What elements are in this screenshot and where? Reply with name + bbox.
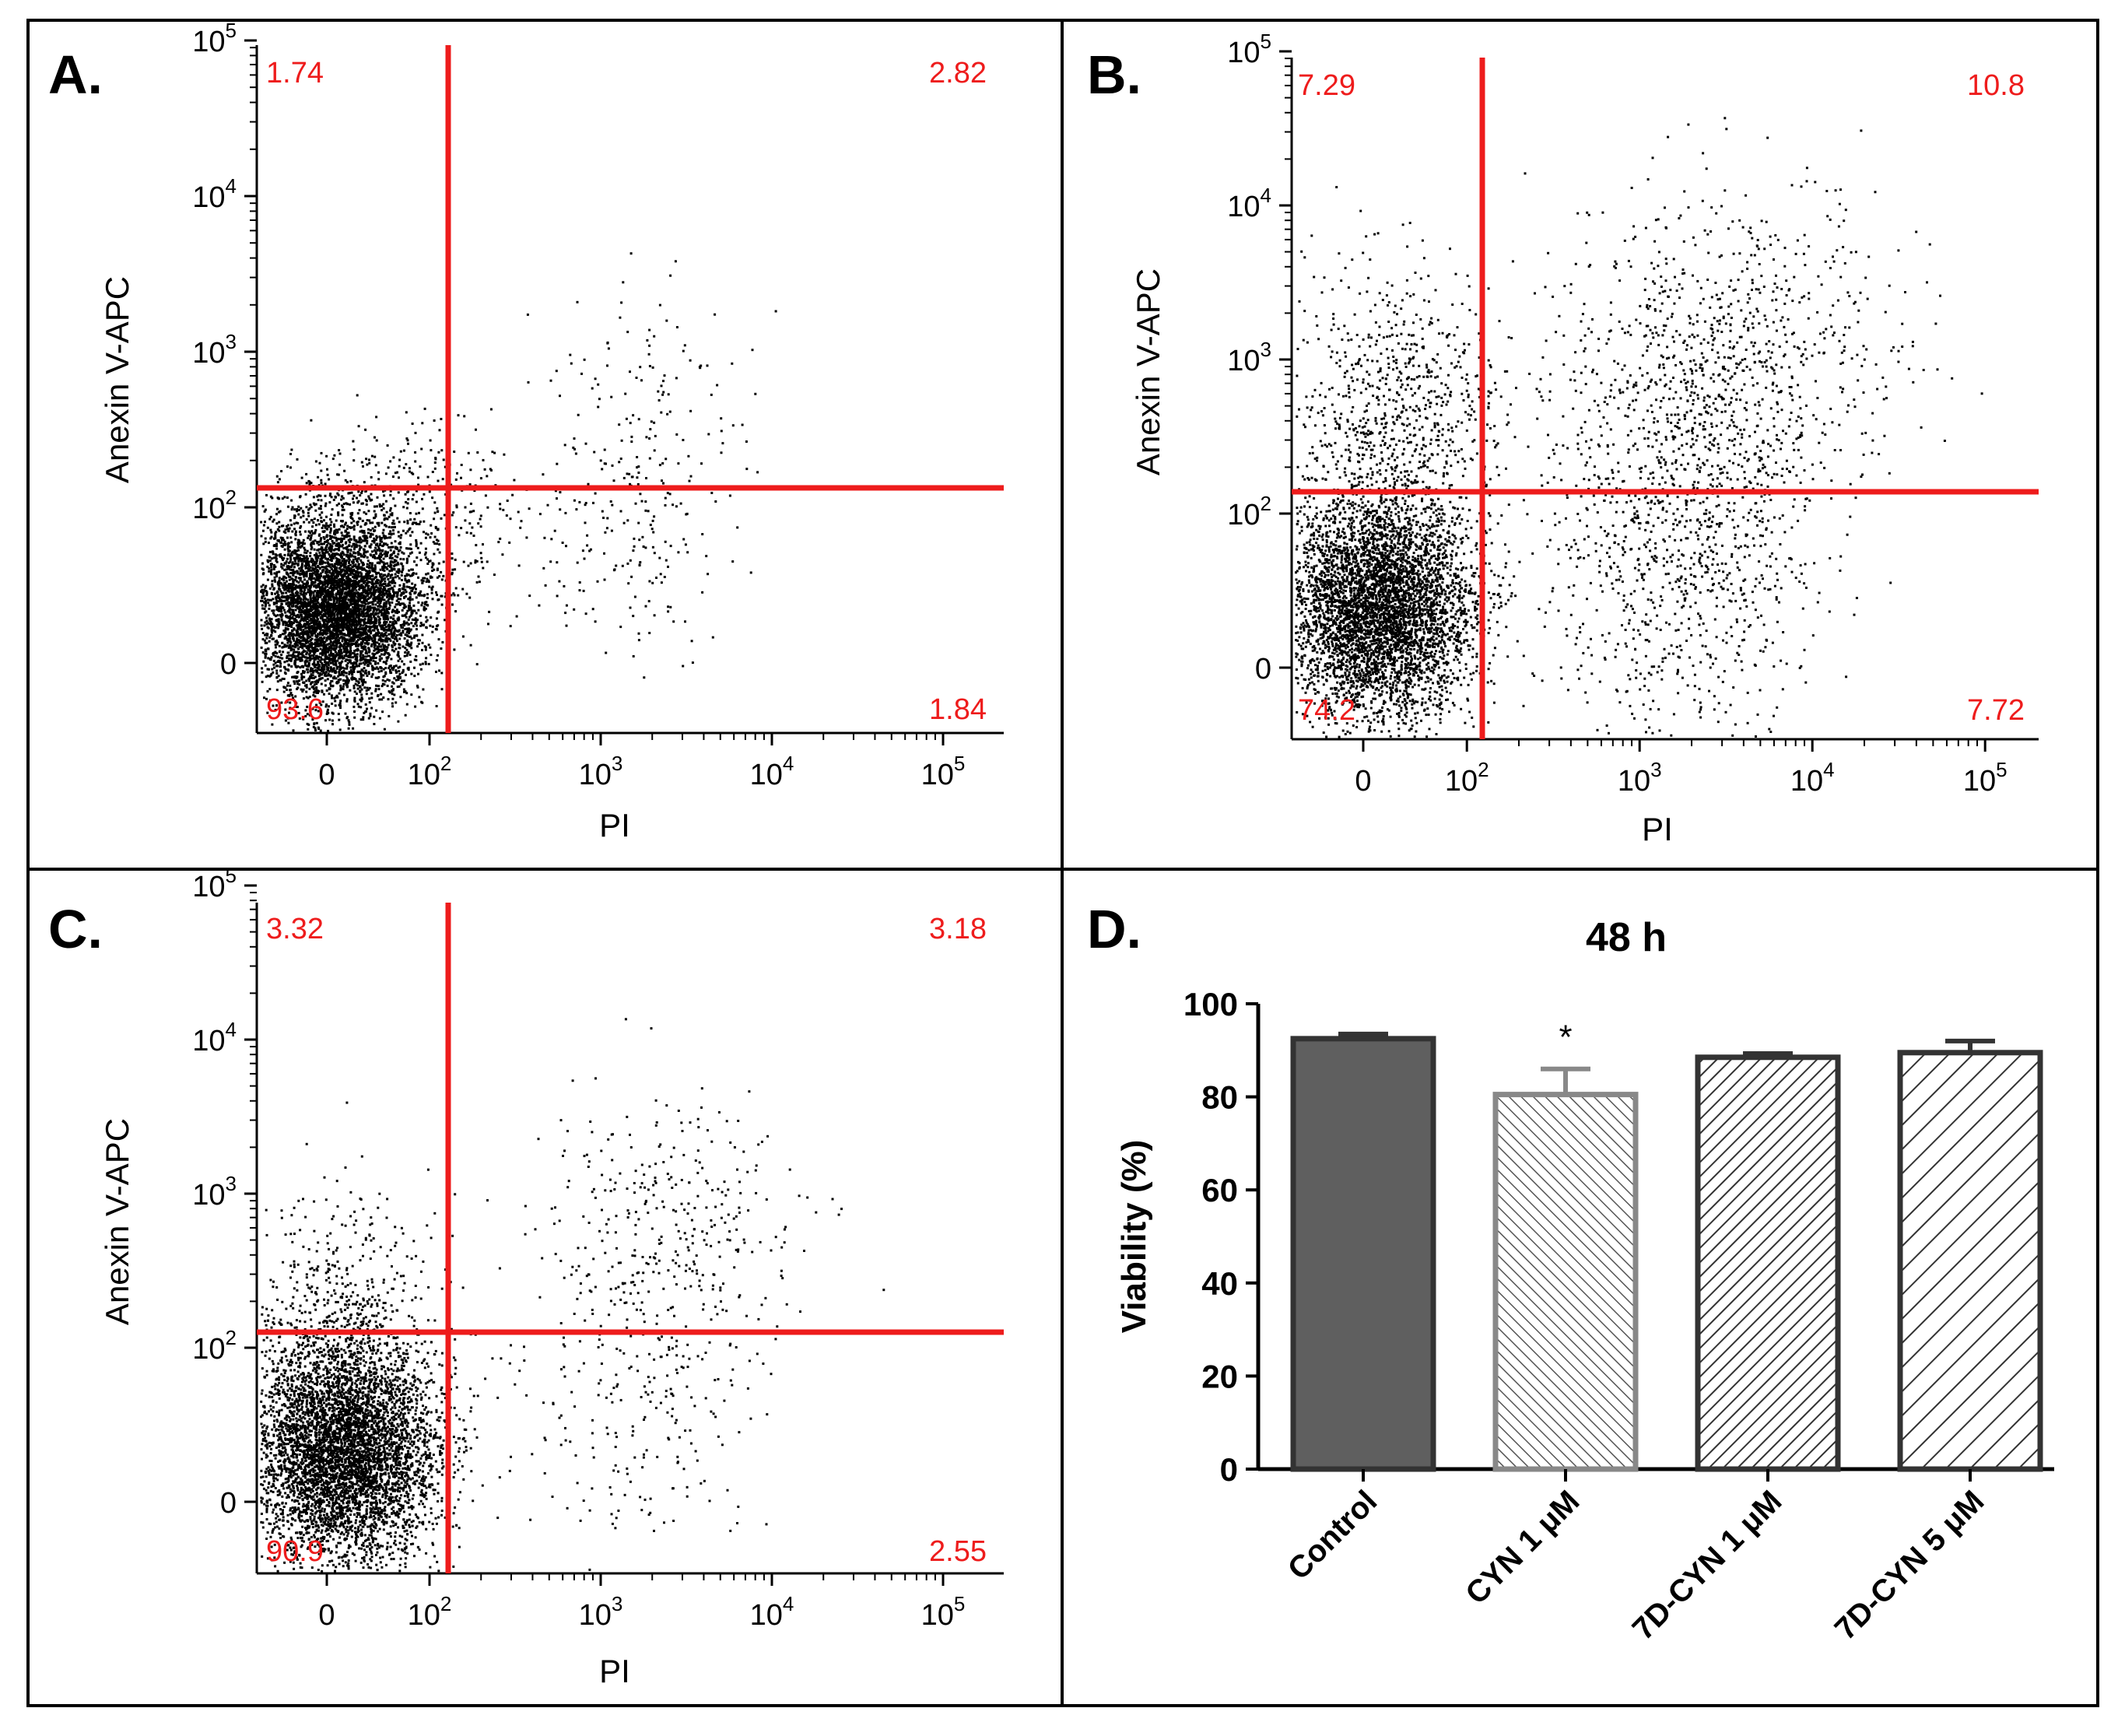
- y-tick-label: 0: [1220, 1451, 1238, 1488]
- x-axis-label: PI: [599, 807, 630, 843]
- x-tick-label: 0: [318, 759, 335, 791]
- quadrant-lower-right: 2.55: [929, 1535, 987, 1568]
- y-tick-label: 80: [1201, 1079, 1238, 1116]
- y-tick-label: 100: [1183, 986, 1238, 1022]
- x-axis-label: PI: [1642, 811, 1673, 847]
- panel-label: D.: [1087, 899, 1141, 959]
- y-axis-label: Anexin V-APC: [99, 1118, 135, 1325]
- quadrant-lower-left: 93.6: [266, 693, 324, 726]
- event-dots: [260, 1018, 885, 1573]
- x-tick-label: 104: [1790, 758, 1835, 798]
- y-axis-label: Anexin V-APC: [1130, 268, 1166, 475]
- quadrant-upper-right: 2.82: [929, 57, 987, 89]
- x-tick-label: 105: [921, 1592, 966, 1632]
- quadrant-lower-left: 74.2: [1298, 694, 1355, 727]
- quadrant-lower-right: 7.72: [1967, 694, 2025, 727]
- quadrant-lower-left: 90.9: [266, 1535, 324, 1568]
- panel-a: A. Anexin V-APC PI 0 102 103 104 10501021031…: [48, 19, 1004, 843]
- y-axis-label: Viability (%): [1115, 1140, 1153, 1334]
- x-tick-label: 0: [318, 1599, 335, 1632]
- y-tick-label: 40: [1201, 1265, 1238, 1302]
- quadrant-lower-right: 1.84: [929, 693, 987, 726]
- y-tick-label: 0: [220, 1487, 237, 1520]
- quadrant-upper-right: 10.8: [1967, 69, 2025, 102]
- event-dots: [1295, 117, 1983, 738]
- quadrant-upper-left: 7.29: [1298, 69, 1355, 102]
- bar: [1290, 1036, 1436, 1472]
- significance-marker: *: [1559, 1019, 1572, 1057]
- x-axis-label: PI: [599, 1653, 630, 1689]
- y-tick-label: 0: [1255, 653, 1271, 686]
- panel-b: B. Anexin V-APC PI 0 102 103 104 10501021031…: [1087, 30, 2039, 847]
- y-tick-label: 60: [1201, 1172, 1238, 1208]
- panel-label: B.: [1087, 44, 1141, 105]
- y-axis-label: Anexin V-APC: [99, 276, 135, 483]
- y-tick-label: 20: [1201, 1358, 1238, 1394]
- panel-c: C. Anexin V-APC PI 0 102 103 104 10501021031…: [48, 864, 1004, 1689]
- panel-label: A.: [48, 44, 103, 105]
- x-tick-label: 102: [408, 752, 452, 791]
- y-tick-label: 0: [220, 648, 237, 681]
- bar: [1492, 1092, 1639, 1472]
- bar: [1695, 1054, 1841, 1472]
- panel-label: C.: [48, 899, 103, 959]
- quadrant-upper-left: 1.74: [266, 57, 324, 89]
- quadrant-upper-left: 3.32: [266, 913, 324, 945]
- bar: [1897, 1050, 2043, 1472]
- quadrant-upper-right: 3.18: [929, 913, 987, 945]
- x-tick-label: 0: [1355, 765, 1371, 798]
- y-tick-label: 102: [192, 1326, 237, 1366]
- chart-title: 48 h: [1586, 915, 1667, 960]
- event-dots: [260, 252, 777, 732]
- x-tick-label: 103: [1618, 758, 1662, 798]
